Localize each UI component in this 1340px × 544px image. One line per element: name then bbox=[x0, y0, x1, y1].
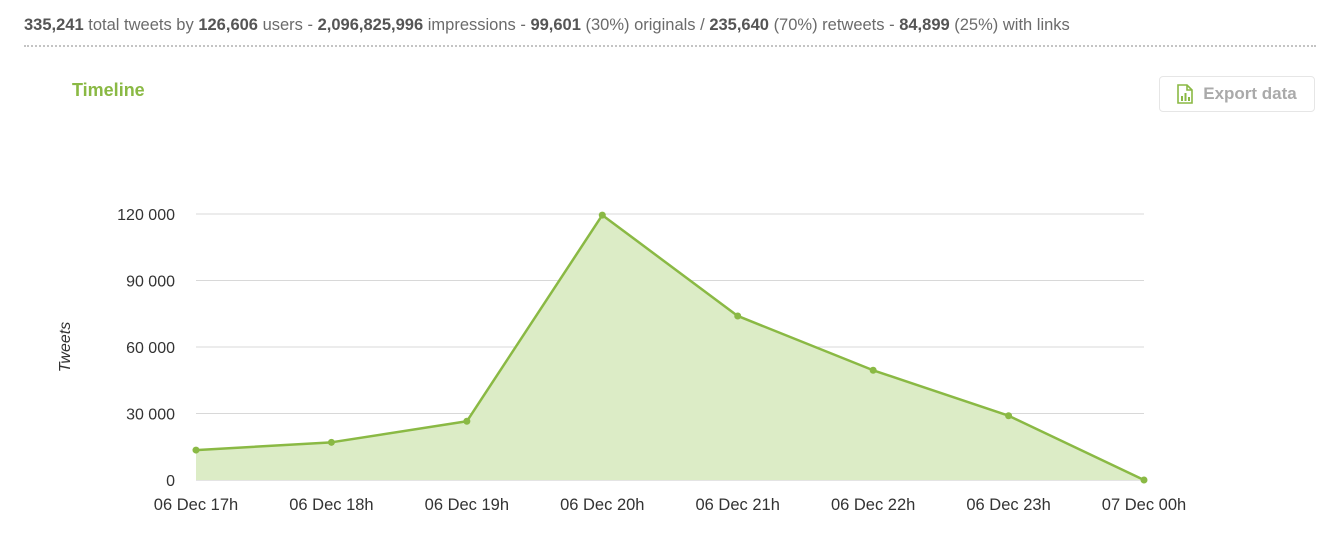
series-area bbox=[196, 215, 1144, 480]
export-data-label: Export data bbox=[1203, 84, 1297, 103]
x-tick-label: 06 Dec 17h bbox=[154, 496, 238, 514]
data-point[interactable] bbox=[1005, 412, 1013, 420]
data-point[interactable] bbox=[1140, 476, 1148, 484]
data-point[interactable] bbox=[869, 366, 877, 374]
impressions-value: 2,096,825,996 bbox=[317, 16, 424, 34]
y-tick-label: 30 000 bbox=[126, 407, 175, 424]
y-tick-label: 90 000 bbox=[126, 274, 175, 291]
data-point[interactable] bbox=[598, 211, 606, 219]
impressions-label: impressions - bbox=[427, 16, 526, 34]
data-point[interactable] bbox=[463, 417, 471, 425]
y-axis-ticks: 0 30 000 60 000 90 000 120 000 bbox=[117, 207, 175, 490]
x-tick-label: 06 Dec 23h bbox=[966, 496, 1050, 514]
users-value: 126,606 bbox=[198, 16, 258, 34]
total-tweets-value: 335,241 bbox=[24, 16, 84, 34]
x-tick-label: 06 Dec 21h bbox=[696, 496, 780, 514]
y-axis-label: Tweets bbox=[57, 322, 74, 372]
users-label: users - bbox=[262, 16, 314, 34]
retweets-label: (70%) retweets - bbox=[773, 16, 895, 34]
retweets-value: 235,640 bbox=[709, 16, 769, 34]
y-tick-label: 120 000 bbox=[117, 207, 175, 224]
links-label: (25%) with links bbox=[954, 16, 1070, 34]
spreadsheet-file-icon bbox=[1177, 84, 1194, 104]
chart-area-layer bbox=[195, 213, 1145, 482]
x-tick-label: 07 Dec 00h bbox=[1102, 496, 1186, 514]
data-point[interactable] bbox=[327, 438, 335, 446]
links-value: 84,899 bbox=[899, 16, 950, 34]
section-title: Timeline bbox=[72, 80, 145, 100]
total-tweets-label: total tweets by bbox=[88, 16, 194, 34]
export-data-button[interactable]: Export data bbox=[1159, 76, 1315, 112]
series-line bbox=[195, 213, 1145, 482]
x-axis-ticks: 06 Dec 17h 06 Dec 18h 06 Dec 19h 06 Dec 20h… bbox=[154, 496, 1186, 514]
y-tick-label: 60 000 bbox=[126, 340, 175, 357]
x-tick-label: 06 Dec 22h bbox=[831, 496, 915, 514]
originals-label: (30%) originals / bbox=[585, 16, 705, 34]
summary-stats: 335,241 total tweets by 126,606 users - … bbox=[24, 16, 1316, 47]
data-point[interactable] bbox=[192, 446, 200, 454]
x-tick-label: 06 Dec 18h bbox=[289, 496, 373, 514]
chart-points bbox=[192, 211, 1148, 484]
originals-value: 99,601 bbox=[530, 16, 581, 34]
data-point[interactable] bbox=[734, 312, 742, 320]
x-tick-label: 06 Dec 19h bbox=[425, 496, 509, 514]
y-tick-label: 0 bbox=[166, 473, 175, 490]
x-tick-label: 06 Dec 20h bbox=[560, 496, 644, 514]
